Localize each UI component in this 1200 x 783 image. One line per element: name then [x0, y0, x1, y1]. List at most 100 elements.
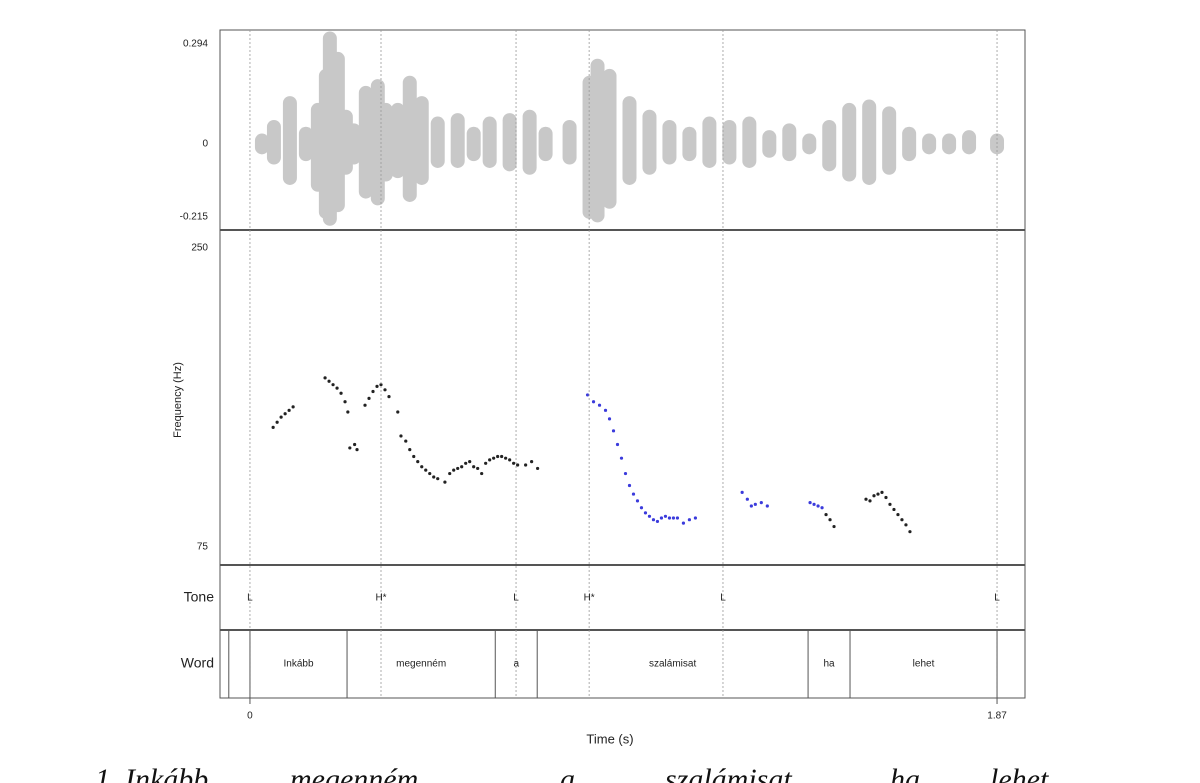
- pitch-point: [283, 412, 287, 416]
- pitch-point: [681, 521, 686, 525]
- pitch-point: [488, 458, 492, 462]
- tone-label: L: [720, 593, 726, 604]
- pitch-point: [896, 512, 900, 517]
- y-tick-label: 75: [197, 542, 209, 553]
- pitch-point: [659, 516, 664, 520]
- pitch-point: [275, 420, 279, 424]
- pitch-point: [611, 429, 616, 433]
- pitch-point: [484, 461, 488, 465]
- pitch-point: [508, 458, 512, 462]
- pitch-point: [472, 465, 476, 469]
- y-tick-label: -0.215: [180, 212, 209, 223]
- pitch-point: [512, 461, 516, 465]
- pitch-point: [287, 408, 291, 412]
- word-label: Inkább: [283, 659, 313, 670]
- pitch-point: [331, 383, 335, 387]
- y-tick-label: 0: [202, 139, 208, 150]
- pitch-point: [591, 400, 596, 404]
- pitch-point: [468, 459, 472, 464]
- pitch-point: [363, 403, 367, 407]
- pitch-point: [820, 506, 824, 510]
- pitch-point: [631, 492, 636, 496]
- pitch-point: [603, 408, 608, 412]
- caption-word: a: [560, 763, 575, 783]
- tone-label: H*: [584, 593, 595, 604]
- pitch-point: [749, 504, 753, 508]
- pitch-point: [460, 465, 464, 469]
- pitch-point: [687, 518, 692, 522]
- pitch-point: [623, 471, 628, 476]
- caption-word: lehet: [990, 763, 1049, 783]
- pitch-point: [476, 466, 480, 471]
- pitch-point: [335, 386, 339, 390]
- pitch-point: [387, 395, 391, 399]
- pitch-point: [396, 410, 400, 414]
- tone-label: L: [994, 593, 1000, 604]
- pitch-point: [663, 514, 668, 518]
- pitch-point: [900, 518, 904, 522]
- pitch-point: [492, 456, 496, 460]
- tier-label: Word: [181, 655, 214, 671]
- pitch-point: [655, 519, 660, 524]
- caption-word: megenném: [290, 763, 418, 783]
- pitch-point: [619, 456, 624, 460]
- pitch-point: [416, 459, 420, 464]
- pitch-point: [480, 471, 484, 476]
- pitch-point: [346, 410, 350, 414]
- tone-label: L: [513, 593, 519, 604]
- pitch-point: [607, 417, 612, 421]
- pitch-point: [824, 512, 828, 517]
- pitch-point: [812, 502, 816, 506]
- pitch-point: [452, 468, 456, 472]
- pitch-point: [530, 459, 534, 464]
- pitch-point: [864, 497, 868, 501]
- pitch-point: [524, 463, 528, 467]
- pitch-point: [884, 495, 888, 500]
- pitch-point: [635, 499, 640, 503]
- word-label: lehet: [913, 659, 935, 670]
- pitch-point: [585, 393, 590, 397]
- pitch-point: [367, 396, 371, 400]
- pitch-point: [872, 494, 876, 498]
- word-label: megenném: [396, 659, 446, 670]
- pitch-point: [323, 376, 327, 380]
- pitch-point: [753, 502, 757, 506]
- pitch-point: [876, 492, 880, 496]
- pitch-point: [464, 461, 468, 465]
- caption-word: 1. Inkább: [95, 763, 208, 783]
- x-tick-label: 1.87: [987, 711, 1007, 722]
- pitch-point: [627, 483, 632, 488]
- pitch-point: [428, 471, 432, 476]
- caption-word: ha: [890, 763, 920, 783]
- x-axis-label: Time (s): [586, 731, 633, 746]
- caption-word: szalámisat: [665, 763, 792, 783]
- pitch-point: [408, 448, 412, 452]
- pitch-point: [615, 442, 620, 447]
- pitch-point: [443, 480, 447, 484]
- word-label: szalámisat: [649, 659, 696, 670]
- pitch-point: [399, 434, 403, 438]
- pitch-point: [832, 524, 836, 529]
- tone-label: H*: [375, 593, 386, 604]
- pitch-point: [828, 518, 832, 522]
- word-label: ha: [823, 659, 835, 670]
- pitch-point: [892, 507, 896, 512]
- pitch-point: [375, 384, 379, 388]
- y-tick-label: 0.294: [183, 39, 208, 50]
- pitch-point: [339, 391, 343, 395]
- pitch-point: [667, 516, 672, 520]
- pitch-point: [432, 475, 436, 479]
- pitch-point: [353, 442, 357, 447]
- pitch-point: [448, 471, 452, 476]
- x-tick-label: 0: [247, 711, 253, 722]
- pitch-point: [348, 446, 352, 450]
- tier-label: Tone: [184, 589, 215, 605]
- pitch-point: [436, 477, 440, 481]
- pitch-point: [816, 504, 820, 508]
- pitch-point: [647, 514, 652, 518]
- pitch-point: [420, 465, 424, 469]
- pitch-point: [412, 454, 416, 459]
- pitch-point: [355, 448, 359, 452]
- pitch-point: [291, 405, 295, 409]
- pitch-point: [693, 516, 698, 520]
